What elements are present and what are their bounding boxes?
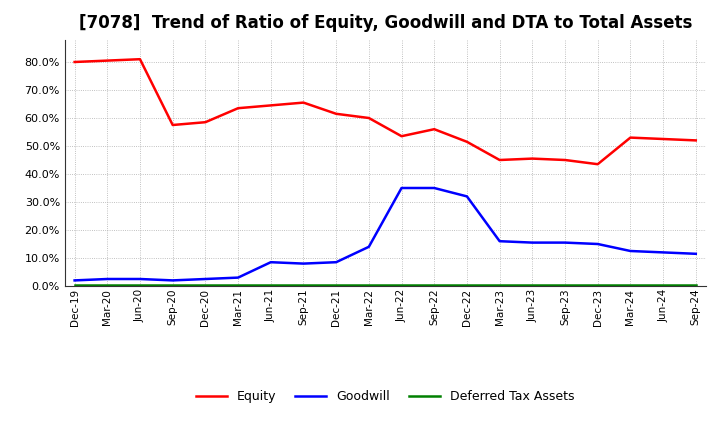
Goodwill — [626, 248, 635, 253]
Equity — [266, 103, 275, 108]
Line: Equity: Equity — [75, 59, 696, 164]
Equity — [593, 161, 602, 167]
Deferred Tax Assets — [364, 282, 373, 287]
Equity — [691, 138, 700, 143]
Deferred Tax Assets — [234, 282, 243, 287]
Goodwill — [234, 275, 243, 280]
Goodwill — [528, 240, 536, 245]
Deferred Tax Assets — [430, 282, 438, 287]
Goodwill — [463, 194, 472, 199]
Goodwill — [397, 185, 406, 191]
Equity — [626, 135, 635, 140]
Line: Goodwill: Goodwill — [75, 188, 696, 280]
Goodwill — [103, 276, 112, 282]
Equity — [364, 115, 373, 121]
Equity — [495, 158, 504, 163]
Equity — [71, 59, 79, 65]
Deferred Tax Assets — [103, 282, 112, 287]
Deferred Tax Assets — [71, 282, 79, 287]
Deferred Tax Assets — [659, 282, 667, 287]
Goodwill — [364, 244, 373, 249]
Equity — [430, 127, 438, 132]
Deferred Tax Assets — [266, 282, 275, 287]
Equity — [234, 106, 243, 111]
Goodwill — [593, 242, 602, 247]
Equity — [135, 57, 144, 62]
Goodwill — [168, 278, 177, 283]
Deferred Tax Assets — [495, 282, 504, 287]
Goodwill — [659, 250, 667, 255]
Deferred Tax Assets — [397, 282, 406, 287]
Goodwill — [691, 251, 700, 257]
Goodwill — [299, 261, 307, 266]
Goodwill — [201, 276, 210, 282]
Goodwill — [430, 185, 438, 191]
Equity — [463, 139, 472, 144]
Deferred Tax Assets — [593, 282, 602, 287]
Equity — [299, 100, 307, 105]
Title: [7078]  Trend of Ratio of Equity, Goodwill and DTA to Total Assets: [7078] Trend of Ratio of Equity, Goodwil… — [78, 15, 692, 33]
Deferred Tax Assets — [561, 282, 570, 287]
Equity — [103, 58, 112, 63]
Deferred Tax Assets — [168, 282, 177, 287]
Goodwill — [266, 260, 275, 265]
Deferred Tax Assets — [626, 282, 635, 287]
Equity — [659, 136, 667, 142]
Deferred Tax Assets — [135, 282, 144, 287]
Goodwill — [332, 260, 341, 265]
Legend: Equity, Goodwill, Deferred Tax Assets: Equity, Goodwill, Deferred Tax Assets — [191, 385, 580, 408]
Deferred Tax Assets — [528, 282, 536, 287]
Goodwill — [561, 240, 570, 245]
Deferred Tax Assets — [299, 282, 307, 287]
Deferred Tax Assets — [332, 282, 341, 287]
Goodwill — [495, 238, 504, 244]
Deferred Tax Assets — [463, 282, 472, 287]
Equity — [397, 134, 406, 139]
Deferred Tax Assets — [201, 282, 210, 287]
Deferred Tax Assets — [691, 282, 700, 287]
Equity — [528, 156, 536, 161]
Equity — [561, 158, 570, 163]
Equity — [201, 120, 210, 125]
Goodwill — [71, 278, 79, 283]
Equity — [332, 111, 341, 117]
Equity — [168, 122, 177, 128]
Goodwill — [135, 276, 144, 282]
